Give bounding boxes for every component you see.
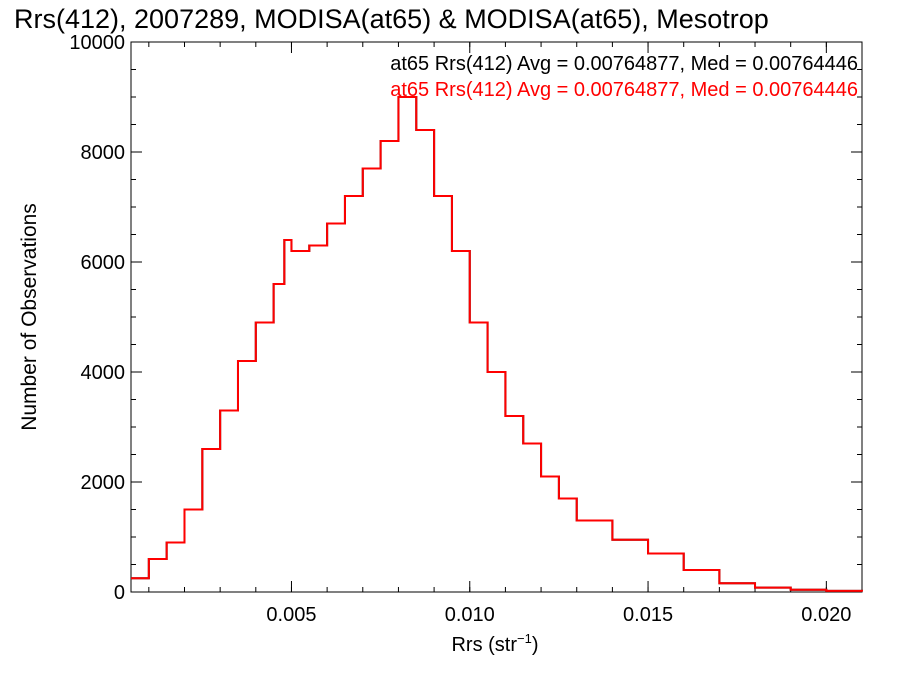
x-axis: 0.005 0.010 0.015 0.020 bbox=[148, 42, 863, 626]
x-axis-label-tail: ) bbox=[532, 634, 539, 656]
plot-frame bbox=[130, 41, 863, 593]
x-tick-label: 0.005 bbox=[266, 604, 316, 626]
y-tick-label: 10000 bbox=[69, 32, 125, 54]
y-tick-label: 4000 bbox=[81, 362, 126, 384]
y-axis: 0 2000 4000 6000 8000 10000 bbox=[69, 32, 862, 604]
y-tick-label: 6000 bbox=[81, 252, 126, 274]
y-tick-label: 2000 bbox=[81, 472, 126, 494]
x-tick-label: 0.015 bbox=[623, 604, 673, 626]
histogram-series-1 bbox=[131, 96, 863, 592]
x-axis-label: Rrs (str−1) bbox=[451, 631, 538, 656]
y-axis-label: Number of Observations bbox=[18, 203, 41, 431]
y-tick-label: 0 bbox=[114, 582, 125, 604]
series-layer bbox=[131, 96, 863, 592]
x-axis-label-main: Rrs (str bbox=[451, 634, 517, 656]
chart-title: Rrs(412), 2007289, MODISA(at65) & MODISA… bbox=[14, 4, 769, 34]
x-tick-label: 0.010 bbox=[445, 604, 495, 626]
x-tick-label: 0.020 bbox=[801, 604, 851, 626]
legend-entry-1: at65 Rrs(412) Avg = 0.00764877, Med = 0.… bbox=[390, 53, 858, 75]
histogram-series-2 bbox=[131, 96, 863, 592]
x-axis-label-superscript: −1 bbox=[517, 631, 532, 646]
legend-entry-2: at65 Rrs(412) Avg = 0.00764877, Med = 0.… bbox=[390, 79, 858, 101]
y-tick-label: 8000 bbox=[81, 142, 126, 164]
